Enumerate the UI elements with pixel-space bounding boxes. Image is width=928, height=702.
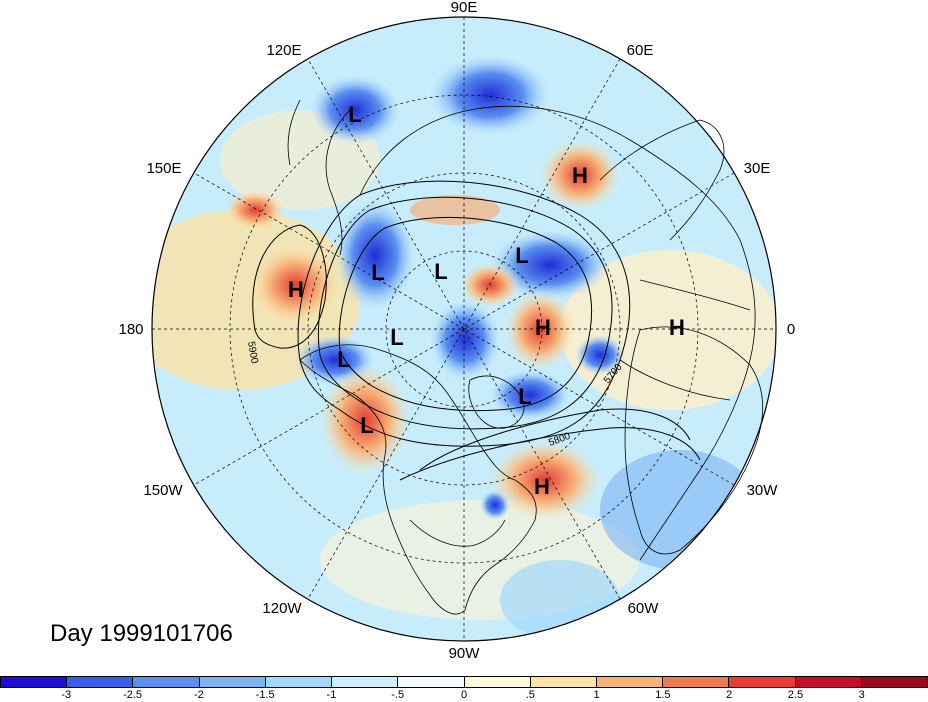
lon-label-90e: 90E [451,0,478,16]
coastlines [287,99,764,615]
colorbar-swatch [1,677,68,687]
map-border [151,16,777,642]
lon-label-120w: 120W [262,600,302,617]
pressure-center-marker: H [572,163,588,188]
pressure-center-marker: H [535,315,551,340]
pressure-center-marker: L [515,243,528,268]
colorbar-swatch [265,677,333,687]
colorbar-tick-label: -1 [326,689,337,701]
pressure-center-marker: L [348,102,361,127]
pressure-center-marker: L [371,260,384,285]
colorbar-swatch [199,677,266,687]
pressure-center-marker: H [288,277,304,302]
colorbar-swatch [332,677,399,687]
lon-label-120e: 120E [266,42,301,59]
colorbar-swatch [795,677,862,687]
lon-label-60e: 60E [627,42,654,59]
colorbar-tick-label: 1 [593,689,600,701]
colorbar-swatch [530,677,597,687]
pressure-center-marker: L [360,413,373,438]
colorbar [0,676,928,688]
lon-label-180: 180 [118,321,143,338]
lon-label-150e: 150E [146,160,181,177]
lon-label-30w: 30W [747,482,779,499]
colorbar-tick-label: -2.5 [123,689,143,701]
pressure-center-markers: L L H H L L L H H L L L H H [288,102,685,499]
pressure-center-marker: L [337,347,350,372]
colorbar-tick-label: -2 [193,689,204,701]
colorbar-swatch [729,677,796,687]
day-label: Day 1999101706 [50,620,233,647]
contour-label-5900: 5900 [245,341,260,365]
lon-label-150w: 150W [143,482,183,499]
anomaly-shading [152,55,776,640]
colorbar-swatch [398,677,465,687]
colorbar-swatch [861,677,928,687]
lon-label-90w: 90W [449,645,481,662]
colorbar-tick-label: -.5 [391,689,405,701]
pressure-center-marker: L [390,325,403,350]
colorbar-tick-label: .5 [525,689,535,701]
colorbar-tick-label: 1.5 [655,689,671,701]
pressure-center-marker: H [534,474,550,499]
colorbar-swatch [133,677,200,687]
lon-label-30e: 30E [744,160,771,177]
colorbar-tick-label: 2.5 [787,689,804,701]
height-contours [252,180,701,481]
colorbar-tick-label: -3 [61,689,72,701]
colorbar-tick-label: -1.5 [255,689,275,701]
colorbar-tick-label: 2 [726,689,733,701]
colorbar-swatch [464,677,531,687]
colorbar-ticks: -3 -2.5 -2 -1.5 -1 -.5 0 .5 1 1.5 2 2.5 3 [0,689,928,702]
colorbar-swatch [663,677,730,687]
colorbar-swatch [596,677,664,687]
pressure-center-marker: L [518,384,531,409]
pressure-center-marker: L [434,259,447,284]
lon-label-0: 0 [787,321,795,338]
pressure-center-marker: H [669,315,685,340]
colorbar-swatch [67,677,134,687]
colorbar-tick-label: 3 [858,689,865,701]
colorbar-tick-label: 0 [460,689,468,701]
lon-label-60w: 60W [628,600,660,617]
graticule [152,17,776,641]
